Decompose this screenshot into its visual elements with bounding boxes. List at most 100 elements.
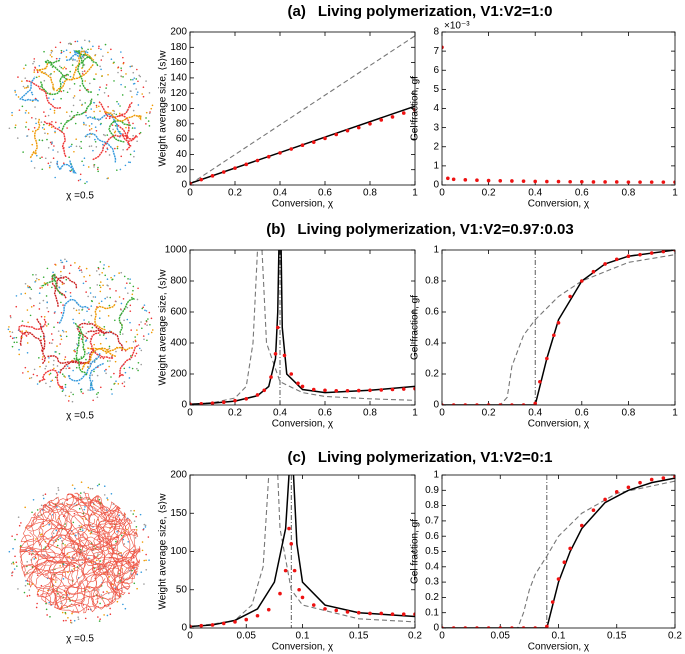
data-point — [614, 490, 619, 494]
monomer-dot — [39, 157, 41, 160]
monomer-dot — [60, 259, 62, 262]
monomer-dot — [43, 282, 46, 284]
monomer-dot — [35, 606, 38, 609]
monomer-dot — [132, 122, 134, 125]
y-tick-label: 0.3 — [425, 577, 439, 588]
monomer-dot — [106, 148, 109, 151]
monomer-dot — [73, 349, 75, 352]
solid-line — [292, 475, 415, 618]
data-point — [649, 180, 654, 184]
x-tick-label: 0.1 — [552, 631, 566, 642]
monomer-dot — [136, 573, 139, 576]
monomer-dot — [42, 494, 45, 497]
monomer-dot — [89, 532, 92, 535]
monomer-dot — [99, 618, 101, 620]
monomer-dot — [89, 487, 92, 490]
monomer-dot — [80, 525, 83, 527]
polymer-chain — [35, 62, 56, 92]
monomer-dot — [86, 352, 88, 355]
axes-box — [441, 474, 676, 629]
monomer-dot — [12, 547, 14, 550]
monomer-dot — [109, 330, 111, 332]
y-tick-label: 0.8 — [425, 276, 439, 287]
monomer-dot — [49, 385, 51, 388]
y-tick-label: 2 — [433, 141, 439, 152]
monomer-dot — [106, 296, 109, 298]
monomer-dot — [31, 143, 34, 146]
monomer-dot — [79, 89, 81, 92]
monomer-dot — [139, 131, 142, 134]
monomer-dot — [11, 114, 13, 117]
y-tick-label: 180 — [170, 42, 187, 53]
data-point — [614, 180, 619, 184]
monomer-dot — [130, 78, 132, 81]
x-tick-label: 0 — [439, 631, 445, 642]
x-tick-label: 0.8 — [363, 188, 377, 199]
monomer-dot — [22, 85, 25, 88]
y-tick-label: 1000 — [165, 245, 188, 256]
monomer-dot — [118, 272, 120, 274]
monomer-dot — [22, 372, 24, 374]
monomer-dot — [42, 356, 44, 358]
x-tick-label: 0.15 — [607, 631, 627, 642]
monomer-dot — [44, 157, 47, 160]
polymer-chain — [98, 101, 133, 119]
monomer-dot — [87, 352, 90, 354]
monomer-dot — [129, 65, 132, 68]
monomer-dot — [68, 146, 70, 149]
y-tick-label: 140 — [170, 73, 187, 84]
monomer-dot — [17, 96, 20, 98]
monomer-dot — [49, 372, 52, 375]
monomer-dot — [91, 487, 94, 490]
monomer-dot — [124, 349, 127, 352]
monomer-dot — [81, 309, 83, 311]
y-tick-label: 0.5 — [425, 546, 439, 557]
monomer-dot — [122, 56, 124, 59]
monomer-dot — [54, 130, 56, 133]
monomer-dot — [21, 105, 24, 108]
monomer-dot — [51, 342, 53, 345]
monomer-dot — [65, 335, 68, 338]
monomer-dot — [149, 111, 151, 113]
x-tick-label: 0.8 — [621, 408, 635, 419]
plot-content — [190, 250, 415, 405]
monomer-dot — [115, 300, 117, 303]
monomer-dot — [107, 95, 110, 97]
axes-box — [189, 474, 416, 629]
x-tick-label: 0.05 — [237, 631, 257, 642]
monomer-dot — [138, 74, 140, 77]
monomer-dot — [116, 145, 119, 148]
monomer-dot — [116, 147, 119, 150]
data-point — [545, 179, 549, 184]
monomer-dot — [73, 150, 75, 153]
monomer-dot — [51, 142, 53, 144]
monomer-dot — [107, 315, 110, 317]
monomer-dot — [84, 617, 87, 620]
data-point — [379, 118, 384, 122]
monomer-dot — [60, 270, 62, 273]
data-point — [233, 398, 237, 403]
monomer-dot — [148, 112, 151, 115]
monomer-dot — [33, 368, 36, 371]
monomer-dot — [70, 264, 72, 267]
polymer-chain — [88, 362, 104, 391]
polymer-chain — [19, 534, 106, 557]
monomer-dot — [134, 340, 137, 343]
monomer-dot — [109, 296, 112, 299]
dashed-line — [190, 35, 415, 185]
monomer-dot — [37, 593, 39, 596]
monomer-dot — [67, 400, 70, 402]
monomer-dot — [25, 330, 28, 332]
monomer-dot — [79, 145, 81, 148]
monomer-dot — [43, 128, 46, 131]
monomer-dot — [33, 127, 36, 129]
monomer-dot — [47, 114, 50, 117]
monomer-dot — [14, 126, 17, 129]
monomer-dot — [44, 367, 46, 370]
monomer-dot — [144, 309, 146, 312]
chart: 0 50 100 150 200 0 0.05 0.1 0.15 0.2 Conversion, χ… — [158, 470, 423, 653]
monomer-dot — [20, 522, 22, 524]
monomer-dot — [73, 619, 76, 622]
data-point — [510, 403, 514, 405]
data-point — [368, 611, 372, 616]
